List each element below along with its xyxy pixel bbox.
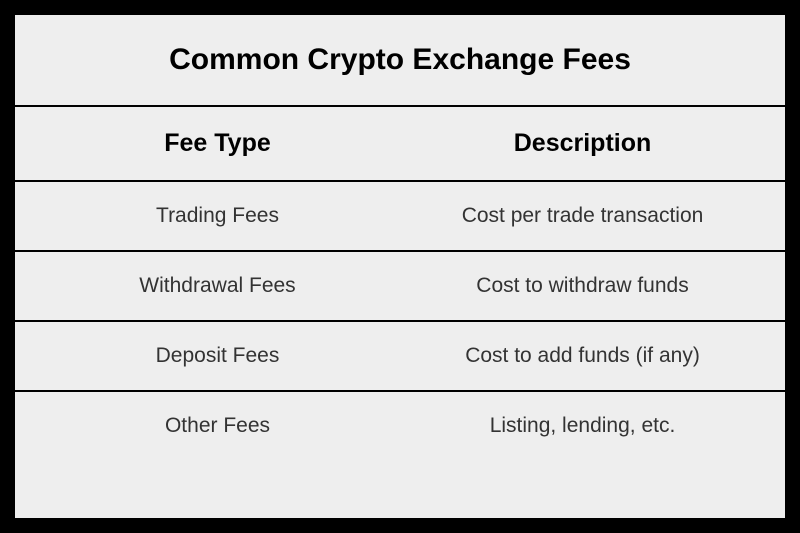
cell-fee-type: Trading Fees [35, 204, 400, 228]
cell-fee-type: Deposit Fees [35, 344, 400, 368]
cell-description: Cost per trade transaction [400, 204, 765, 228]
column-header-fee-type: Fee Type [35, 129, 400, 158]
title-section: Common Crypto Exchange Fees [15, 15, 785, 107]
table-row: Deposit Fees Cost to add funds (if any) [15, 322, 785, 392]
fees-table-container: Common Crypto Exchange Fees Fee Type Des… [15, 15, 785, 518]
table-header-row: Fee Type Description [15, 107, 785, 182]
cell-description: Listing, lending, etc. [400, 414, 765, 438]
table-title: Common Crypto Exchange Fees [35, 43, 765, 77]
cell-description: Cost to add funds (if any) [400, 344, 765, 368]
table-row: Trading Fees Cost per trade transaction [15, 182, 785, 252]
column-header-description: Description [400, 129, 765, 158]
table-row: Other Fees Listing, lending, etc. [15, 392, 785, 460]
cell-fee-type: Other Fees [35, 414, 400, 438]
table-row: Withdrawal Fees Cost to withdraw funds [15, 252, 785, 322]
cell-fee-type: Withdrawal Fees [35, 274, 400, 298]
cell-description: Cost to withdraw funds [400, 274, 765, 298]
